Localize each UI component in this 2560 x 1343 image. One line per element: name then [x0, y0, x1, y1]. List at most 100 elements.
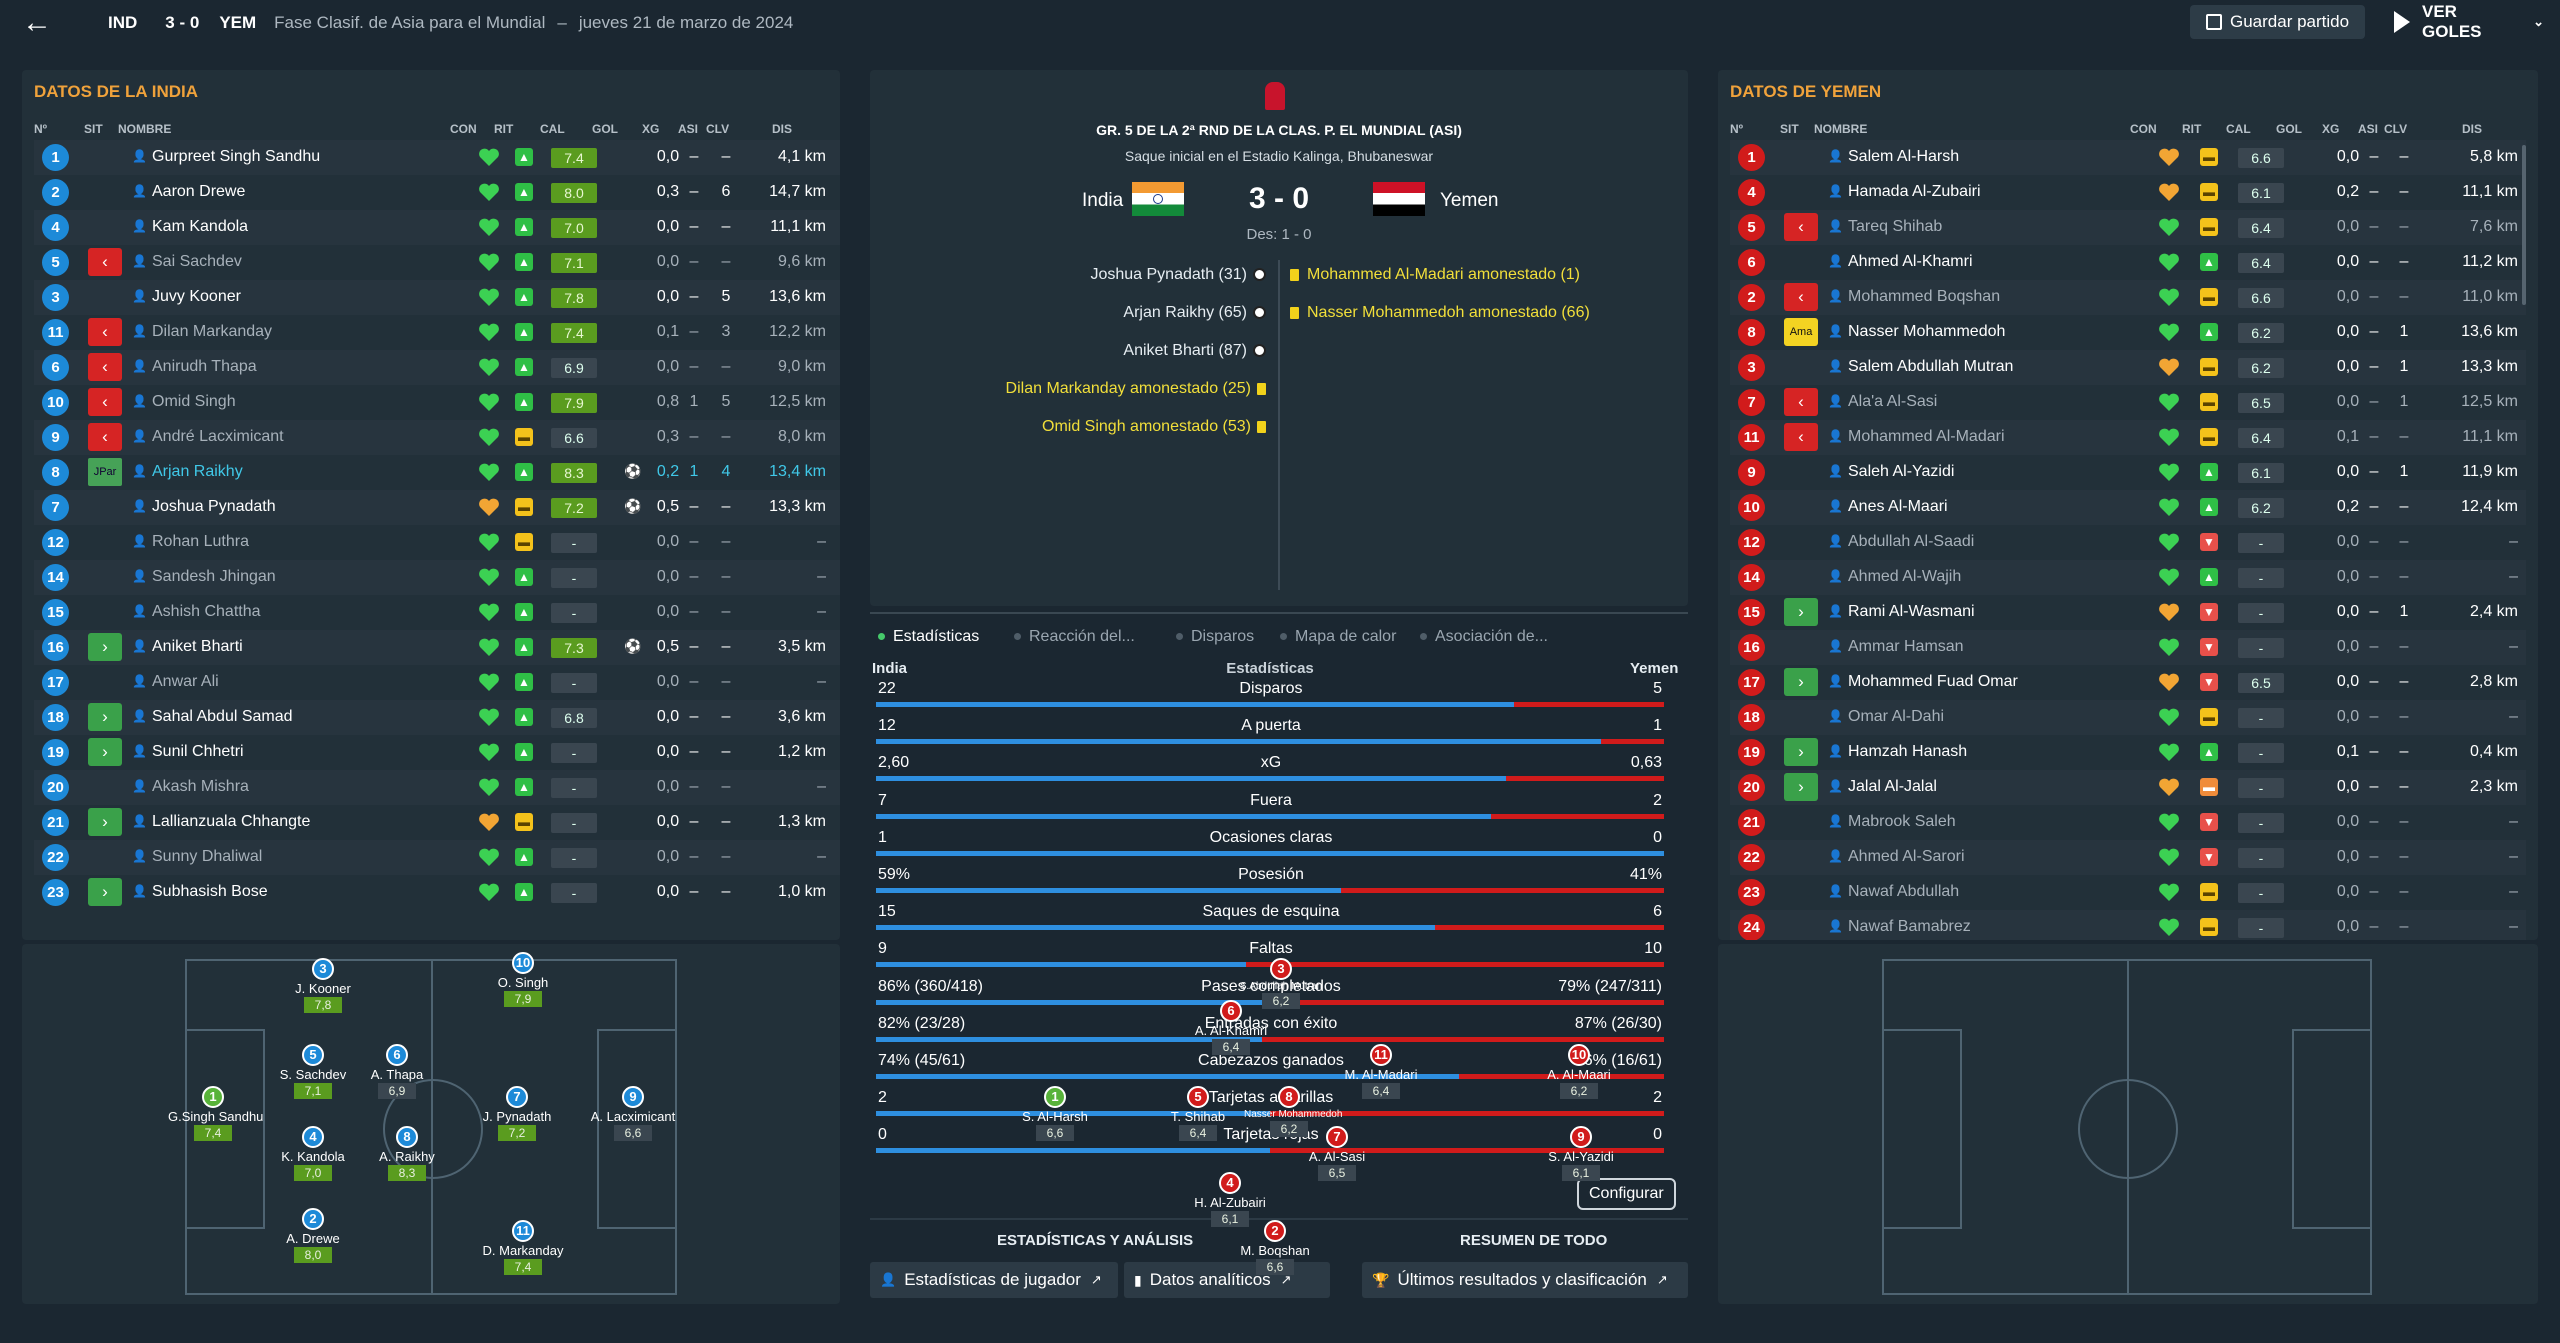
col-sit[interactable]: SIT [84, 122, 103, 136]
formation-player[interactable]: 9 S. Al-Yazidi 6,1 [1536, 1126, 1626, 1181]
player-row[interactable]: 5 ‹ 👤 Sai Sachdev ▲ 7.1 0,0– –9,6 km [34, 245, 840, 280]
results-button[interactable]: 🏆 Últimos resultados y clasificación ↗ [1362, 1262, 1688, 1298]
player-name[interactable]: Sandesh Jhingan [152, 568, 276, 585]
formation-player[interactable]: 5 S. Sachdev 7,1 [268, 1044, 358, 1099]
player-row[interactable]: 2 ‹ 👤 Mohammed Boqshan ▬ 6.6 0,0– –11,0 km [1730, 280, 2526, 315]
player-row[interactable]: 18 👤 Omar Al-Dahi ▬ -0,0– – – [1730, 700, 2526, 735]
formation-player[interactable]: 7 A. Al-Sasi 6,5 [1292, 1126, 1382, 1181]
col-asi[interactable]: ASI [2358, 122, 2379, 136]
player-name[interactable]: Juvy Kooner [152, 288, 241, 305]
player-row[interactable]: 7 👤 Joshua Pynadath ▬ 7.2 ⚽ 0,5– –13,3 km [34, 490, 840, 525]
player-name[interactable]: Nawaf Abdullah [1848, 883, 1960, 900]
player-name[interactable]: Joshua Pynadath [152, 498, 276, 515]
player-name[interactable]: Gurpreet Singh Sandhu [152, 148, 321, 165]
player-name[interactable]: Aaron Drewe [152, 183, 246, 200]
player-name[interactable]: Jalal Al-Jalal [1848, 778, 1937, 795]
player-row[interactable]: 20 › 👤 Jalal Al-Jalal ▬ -0,0– –2,3 km [1730, 770, 2526, 805]
player-name[interactable]: Aniket Bharti [152, 638, 243, 655]
player-row[interactable]: 19 › 👤 Hamzah Hanash ▲ -0,1– –0,4 km [1730, 735, 2526, 770]
player-name[interactable]: Tareq Shihab [1848, 218, 1943, 235]
col-gol[interactable]: GOL [2276, 122, 2302, 136]
formation-player[interactable]: 1 G.Singh Sandhu 7,4 [168, 1086, 263, 1141]
player-row[interactable]: 11 ‹ 👤 Mohammed Al-Madari ▬ 6.4 0,1– –11,1 km [1730, 420, 2526, 455]
col-clv[interactable]: CLV [706, 122, 730, 136]
player-name[interactable]: Mabrook Saleh [1848, 813, 1956, 830]
col-dis[interactable]: DIS [772, 122, 793, 136]
col-name[interactable]: NOMBRE [118, 122, 172, 136]
formation-player[interactable]: 10 O. Singh 7,9 [478, 952, 568, 1007]
player-row[interactable]: 18 › 👤 Sahal Abdul Samad ▲ 6.8 0,0– –3,6 km [34, 700, 840, 735]
formation-player[interactable]: 1 S. Al-Harsh 6,6 [1010, 1086, 1100, 1141]
player-row[interactable]: 10 ‹ 👤 Omid Singh ▲ 7.9 0,8 1 5 12,5 km [34, 385, 840, 420]
col-asi[interactable]: ASI [678, 122, 699, 136]
player-name[interactable]: Ashish Chattha [152, 603, 261, 620]
player-row[interactable]: 3 👤 Juvy Kooner ▲ 7.8 0,0– 5 13,6 km [34, 280, 840, 315]
formation-player[interactable]: 8 Nasser Mohammedoh 6,2 [1244, 1086, 1342, 1137]
save-match-button[interactable]: Guardar partido [2190, 5, 2366, 39]
player-name[interactable]: Rohan Luthra [152, 533, 249, 550]
col-name[interactable]: NOMBRE [1814, 122, 1868, 136]
player-name[interactable]: Kam Kandola [152, 218, 249, 235]
formation-player[interactable]: 5 T. Shihab 6,4 [1153, 1086, 1243, 1141]
player-name[interactable]: Ahmed Al-Khamri [1848, 253, 1973, 270]
player-name[interactable]: Subhasish Bose [152, 883, 268, 900]
player-row[interactable]: 14 👤 Sandesh Jhingan ▲ -0,0– – – [34, 560, 840, 595]
player-row[interactable]: 6 ‹ 👤 Anirudh Thapa ▲ 6.9 0,0– –9,0 km [34, 350, 840, 385]
tab-4[interactable]: Asociación de... [1420, 628, 1548, 646]
player-name[interactable]: Ahmed Al-Wajih [1848, 568, 1962, 585]
player-name[interactable]: Sunil Chhetri [152, 743, 244, 760]
back-arrow-icon[interactable]: ← [22, 6, 52, 39]
tab-3[interactable]: Mapa de calor [1280, 628, 1396, 646]
formation-player[interactable]: 8 A. Raikhy 8,3 [362, 1126, 452, 1181]
analytics-button[interactable]: ▮ Datos analíticos ↗ [1124, 1262, 1330, 1298]
col-rit[interactable]: RIT [2182, 122, 2202, 136]
player-row[interactable]: 19 › 👤 Sunil Chhetri ▲ -0,0– –1,2 km [34, 735, 840, 770]
player-name[interactable]: Mohammed Fuad Omar [1848, 673, 2018, 690]
col-clv[interactable]: CLV [2384, 122, 2408, 136]
formation-player[interactable]: 4 H. Al-Zubairi 6,1 [1185, 1172, 1275, 1227]
player-row[interactable]: 20 👤 Akash Mishra ▲ -0,0– – – [34, 770, 840, 805]
player-name[interactable]: André Lacximicant [152, 428, 284, 445]
configure-button[interactable]: Configurar [1577, 1178, 1676, 1210]
col-cal[interactable]: CAL [540, 122, 565, 136]
col-cal[interactable]: CAL [2226, 122, 2251, 136]
formation-player[interactable]: 9 A. Lacximicant 6,6 [588, 1086, 678, 1141]
col-rit[interactable]: RIT [494, 122, 514, 136]
player-name[interactable]: Salem Al-Harsh [1848, 148, 1960, 165]
player-name[interactable]: Omar Al-Dahi [1848, 708, 1945, 725]
player-name[interactable]: Hamada Al-Zubairi [1848, 183, 1981, 200]
tab-1[interactable]: Reacción del... [1014, 628, 1135, 646]
player-name[interactable]: Sunny Dhaliwal [152, 848, 263, 865]
player-row[interactable]: 4 👤 Hamada Al-Zubairi ▬ 6.1 0,2– –11,1 km [1730, 175, 2526, 210]
tab-0[interactable]: Estadísticas [878, 628, 979, 646]
player-row[interactable]: 7 ‹ 👤 Ala'a Al-Sasi ▬ 6.5 0,0– 1 12,5 km [1730, 385, 2526, 420]
player-row[interactable]: 15 👤 Ashish Chattha ▲ -0,0– – – [34, 595, 840, 630]
player-name[interactable]: Ahmed Al-Sarori [1848, 848, 1965, 865]
view-goals-button[interactable]: VER GOLES ⌄ [2378, 2, 2560, 41]
formation-player[interactable]: 3 S.Abdullah Mutran 6,2 [1236, 958, 1326, 1009]
player-name[interactable]: Nasser Mohammedoh [1848, 323, 2006, 340]
player-name[interactable]: Hamzah Hanash [1848, 743, 1968, 760]
player-stats-button[interactable]: 👤 Estadísticas de jugador ↗ [870, 1262, 1118, 1298]
player-name[interactable]: Sai Sachdev [152, 253, 242, 270]
player-name[interactable]: Dilan Markanday [152, 323, 273, 340]
player-row[interactable]: 16 › 👤 Aniket Bharti ▲ 7.3 ⚽ 0,5– –3,5 km [34, 630, 840, 665]
player-name[interactable]: Rami Al-Wasmani [1848, 603, 1975, 620]
formation-player[interactable]: 2 M. Boqshan 6,6 [1230, 1220, 1320, 1275]
player-row[interactable]: 15 › 👤 Rami Al-Wasmani ▼ - 0,0– 1 2,4 km [1730, 595, 2526, 630]
player-name[interactable]: Lallianzuala Chhangte [152, 813, 311, 830]
formation-player[interactable]: 6 A. Al-Khamri 6,4 [1186, 1000, 1276, 1055]
player-name[interactable]: Ala'a Al-Sasi [1848, 393, 1938, 410]
player-name[interactable]: Arjan Raikhy [152, 463, 243, 480]
player-row[interactable]: 24 👤 Nawaf Bamabrez ▬ -0,0– – – [1730, 910, 2526, 940]
player-row[interactable]: 8 Ama 👤 Nasser Mohammedoh ▲ 6.2 0,0– 1 13,6 km [1730, 315, 2526, 350]
player-row[interactable]: 12 👤 Rohan Luthra ▬ -0,0– – – [34, 525, 840, 560]
yemen-list-viewport[interactable]: 1 👤 Salem Al-Harsh ▬ 6.6 0,0– –5,8 km 4 👤 Hamada … [1730, 140, 2526, 940]
tab-2[interactable]: Disparos [1176, 628, 1254, 646]
player-row[interactable]: 17 👤 Anwar Ali ▲ -0,0– – – [34, 665, 840, 700]
formation-player[interactable]: 11 M. Al-Madari 6,4 [1336, 1044, 1426, 1099]
formation-player[interactable]: 10 A. Al-Maari 6,2 [1534, 1044, 1624, 1099]
player-name[interactable]: Anirudh Thapa [152, 358, 257, 375]
col-sit[interactable]: SIT [1780, 122, 1799, 136]
formation-player[interactable]: 4 K. Kandola 7,0 [268, 1126, 358, 1181]
